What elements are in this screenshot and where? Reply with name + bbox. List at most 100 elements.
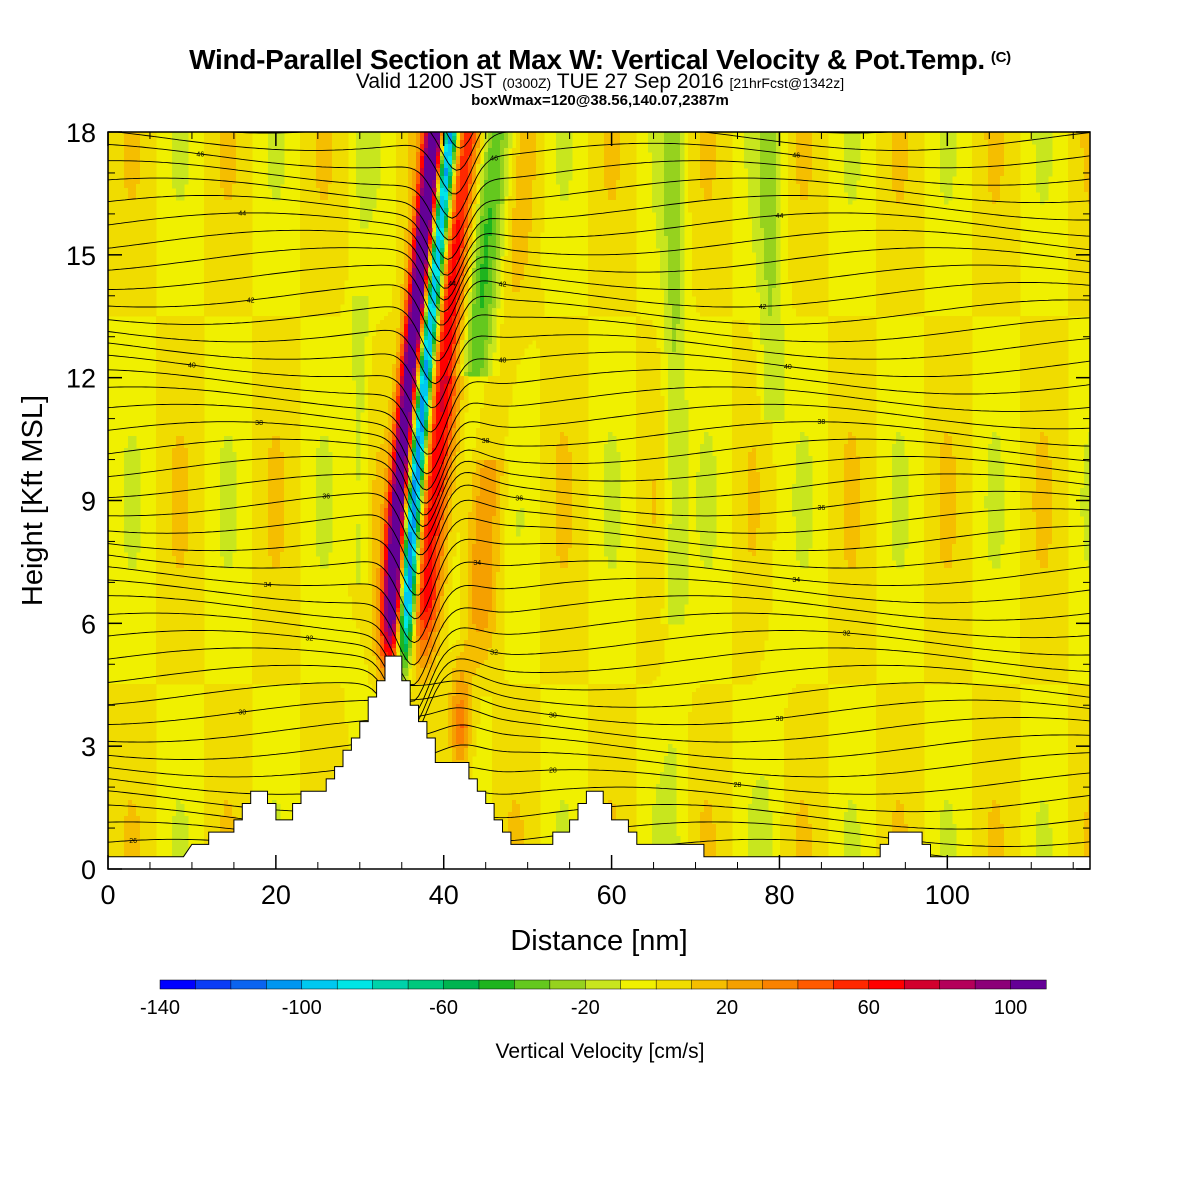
velocity-cell	[756, 136, 761, 141]
velocity-cell	[704, 152, 709, 157]
velocity-cell	[1076, 152, 1081, 157]
velocity-cell	[748, 156, 753, 161]
velocity-cell	[272, 160, 277, 165]
velocity-cell	[396, 152, 401, 157]
velocity-cell	[540, 144, 545, 149]
velocity-cell	[660, 152, 665, 157]
velocity-cell	[596, 136, 601, 141]
velocity-cell	[300, 144, 305, 149]
velocity-cell	[340, 140, 345, 145]
velocity-cell	[596, 140, 601, 145]
velocity-cell	[148, 152, 153, 157]
velocity-cell	[416, 140, 421, 145]
velocity-cell	[484, 152, 489, 157]
velocity-cell	[436, 156, 441, 161]
velocity-cell	[976, 136, 981, 141]
velocity-cell	[688, 152, 693, 157]
velocity-cell	[708, 144, 713, 149]
velocity-cell	[176, 148, 181, 153]
velocity-cell	[708, 140, 713, 145]
velocity-cell	[620, 152, 625, 157]
velocity-cell	[604, 136, 609, 141]
velocity-cell	[764, 152, 769, 157]
velocity-cell	[1044, 152, 1049, 157]
velocity-cell	[664, 148, 669, 153]
velocity-cell	[120, 136, 125, 141]
velocity-cell	[112, 148, 117, 153]
velocity-cell	[652, 136, 657, 141]
velocity-cell	[112, 152, 117, 157]
velocity-cell	[848, 152, 853, 157]
velocity-cell	[1048, 152, 1053, 157]
velocity-cell	[920, 152, 925, 157]
velocity-cell	[240, 152, 245, 157]
velocity-cell	[668, 156, 673, 161]
velocity-cell	[564, 152, 569, 157]
velocity-cell	[232, 152, 237, 157]
velocity-cell	[536, 136, 541, 141]
velocity-cell	[456, 156, 461, 161]
velocity-cell	[1080, 148, 1085, 153]
velocity-cell	[992, 136, 997, 141]
velocity-cell	[1080, 144, 1085, 149]
velocity-cell	[304, 156, 309, 161]
velocity-cell	[620, 144, 625, 149]
velocity-cell	[304, 136, 309, 141]
velocity-cell	[144, 136, 149, 141]
velocity-cell	[404, 148, 409, 153]
velocity-cell	[760, 140, 765, 145]
velocity-cell	[992, 140, 997, 145]
velocity-cell	[524, 148, 529, 153]
velocity-cell	[712, 140, 717, 145]
velocity-cell	[536, 140, 541, 145]
velocity-cell	[420, 136, 425, 141]
velocity-cell	[1036, 136, 1041, 141]
velocity-cell	[1048, 156, 1053, 161]
velocity-cell	[1080, 136, 1085, 141]
velocity-cell	[300, 156, 305, 161]
velocity-cell	[824, 140, 829, 145]
velocity-cell	[180, 156, 185, 161]
velocity-cell	[532, 144, 537, 149]
velocity-cell	[1080, 140, 1085, 145]
velocity-cell	[456, 152, 461, 157]
velocity-cell	[336, 152, 341, 157]
velocity-cell	[508, 140, 513, 145]
velocity-cell	[876, 156, 881, 161]
velocity-cell	[812, 140, 817, 145]
velocity-cell	[748, 152, 753, 157]
velocity-cell	[676, 148, 681, 153]
velocity-cell	[904, 140, 909, 145]
velocity-cell	[688, 156, 693, 161]
velocity-cell	[484, 156, 489, 161]
velocity-cell	[368, 156, 373, 161]
velocity-cell	[332, 160, 337, 165]
velocity-cell	[212, 148, 217, 153]
velocity-cell	[536, 152, 541, 157]
velocity-cell	[848, 136, 853, 141]
velocity-cell	[372, 148, 377, 153]
velocity-cell	[564, 156, 569, 161]
velocity-cell	[892, 152, 897, 157]
velocity-cell	[324, 144, 329, 149]
velocity-cell	[820, 140, 825, 145]
velocity-cell	[596, 148, 601, 153]
velocity-cell	[368, 160, 373, 165]
velocity-cell	[316, 152, 321, 157]
velocity-cell	[768, 156, 773, 161]
velocity-cell	[332, 144, 337, 149]
velocity-cell	[212, 156, 217, 161]
velocity-cell	[984, 140, 989, 145]
velocity-cell	[420, 144, 425, 149]
velocity-cell	[396, 160, 401, 165]
velocity-cell	[476, 148, 481, 153]
velocity-cell	[984, 144, 989, 149]
velocity-cell	[312, 136, 317, 141]
velocity-cell	[716, 140, 721, 145]
velocity-cell	[720, 140, 725, 145]
velocity-cell	[112, 136, 117, 141]
velocity-cell	[172, 152, 177, 157]
velocity-cell	[600, 156, 605, 161]
velocity-cell	[896, 156, 901, 161]
velocity-cell	[448, 152, 453, 157]
